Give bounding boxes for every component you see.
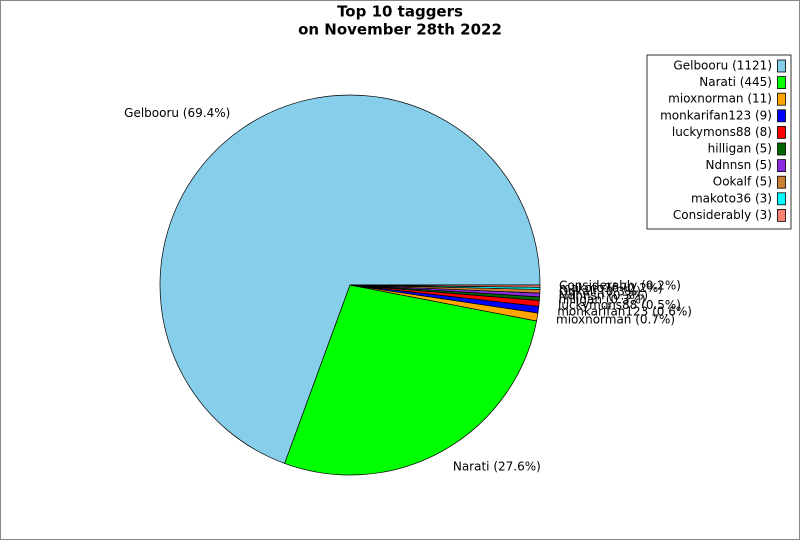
legend-swatch: [777, 159, 786, 173]
slice-label: luckymons88 (0.5%): [558, 298, 681, 312]
chart-title: on November 28th 2022: [298, 21, 502, 39]
legend-swatch: [777, 192, 786, 206]
legend-label: Ndnnsn (5): [706, 158, 772, 172]
slice-label: hilligan (0.3%): [558, 293, 645, 307]
legend-label: Gelbooru (1121): [673, 59, 772, 73]
legend-label: Narati (445): [699, 75, 772, 89]
slice-label: Ndnnsn (0.3%): [559, 288, 648, 302]
slice-label: Considerably (0.2%): [559, 279, 681, 293]
slice-label: mioxnorman (0.7%): [556, 313, 675, 327]
slice-label: Narati (27.6%): [453, 459, 541, 473]
legend-swatch: [777, 175, 786, 189]
legend-swatch: [777, 76, 786, 89]
chart-title: Top 10 taggers: [337, 3, 463, 21]
pie-slice: [284, 284, 537, 476]
legend-label: Considerably (3): [673, 208, 772, 222]
legend-box: [646, 54, 792, 230]
slice-label: makoto36 (0.2%): [559, 281, 663, 295]
pie-slice: [159, 94, 541, 464]
legend-label: hilligan (5): [708, 142, 772, 156]
legend-swatch: [777, 142, 786, 156]
legend-label: mioxnorman (11): [668, 92, 772, 106]
legend-swatch: [777, 92, 786, 106]
legend-label: makoto36 (3): [691, 191, 772, 205]
legend-label: monkarifan123 (9): [660, 108, 772, 122]
slice-label: monkarifan123 (0.6%): [557, 305, 692, 319]
legend-label: Ookalf (5): [713, 175, 772, 189]
legend-swatch: [777, 126, 786, 139]
slice-label: Gelbooru (69.4%): [124, 106, 230, 120]
legend-swatch: [777, 109, 786, 123]
legend-swatch: [777, 208, 786, 222]
slice-label: Ookalf (0.3%): [559, 284, 641, 298]
legend-label: luckymons88 (8): [672, 125, 772, 139]
pie-slice: [349, 284, 541, 288]
legend-swatch: [777, 59, 786, 73]
